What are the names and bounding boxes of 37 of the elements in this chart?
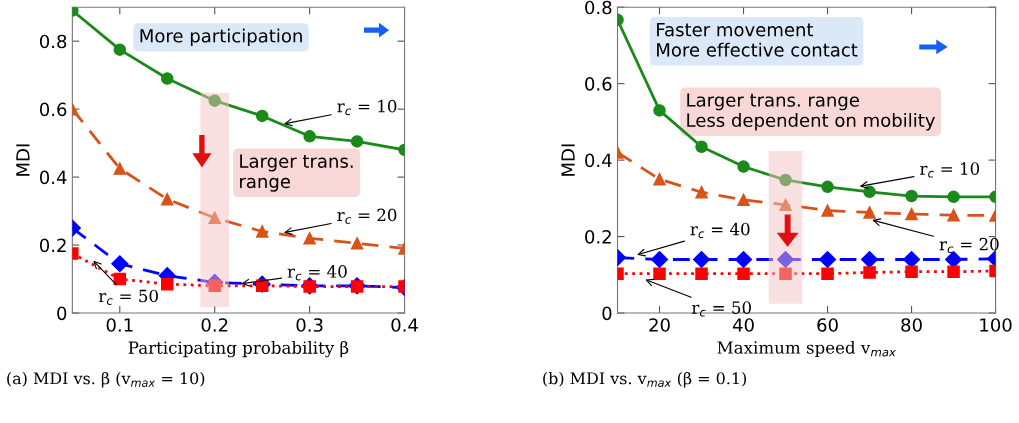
y-tick-label: 0.6 (585, 77, 612, 91)
y-tick-label: 0.8 (585, 0, 612, 15)
annotation: Larger trans. range (240, 154, 353, 192)
x-axis-title: Maximum speed v$_{max}$ (717, 340, 896, 358)
y-tick-label: 0.8 (39, 34, 67, 49)
y-tick-label: 0.2 (585, 230, 611, 244)
annotation: r$_{c}$ = 50 (98, 289, 158, 305)
y-tick-label: 0 (602, 306, 612, 321)
annotation: Faster movement More effective contact (657, 23, 858, 57)
y-tick-label: 0.2 (39, 238, 66, 253)
annotation: Larger trans. range Less dependent on mobility (687, 93, 935, 131)
annotation: r$_{c}$ = 40 (690, 222, 750, 239)
x-tick-label: 40 (732, 318, 754, 332)
x-tick-label: 80 (901, 318, 922, 332)
x-tick-label: 0.2 (201, 318, 228, 332)
x-axis-title: Participating probability β (128, 340, 349, 358)
x-tick-label: 100 (980, 318, 1012, 332)
x-tick-label: 0.4 (391, 318, 418, 332)
y-tick-label: 0.4 (585, 153, 612, 168)
annotation: r$_{c}$ = 40 (287, 265, 347, 281)
y-axis-title: MDI (16, 144, 30, 176)
annotation: r$_{c}$ = 20 (939, 237, 999, 254)
y-tick-label: 0.6 (39, 102, 67, 117)
x-tick-label: 20 (649, 318, 670, 332)
x-tick-label: 0.1 (106, 318, 133, 332)
text: (a) MDI vs. β (v$_{max}$ = 10) (7, 371, 205, 388)
y-tick-label: 0.4 (39, 170, 67, 185)
x-tick-label: 60 (817, 318, 838, 332)
annotation: r$_{c}$ = 10 (337, 99, 397, 116)
x-tick-label: 0.3 (296, 318, 323, 332)
annotation: More participation (140, 28, 302, 47)
y-axis-title: MDI (561, 144, 575, 176)
text: (b) MDI vs. v$_{max}$ (β = 0.1) (543, 371, 747, 388)
annotation: r$_{c}$ = 10 (920, 162, 980, 178)
annotation: r$_{c}$ = 20 (337, 208, 397, 224)
annotation: r$_{c}$ = 50 (691, 301, 751, 317)
y-tick-label: 0 (57, 306, 67, 321)
